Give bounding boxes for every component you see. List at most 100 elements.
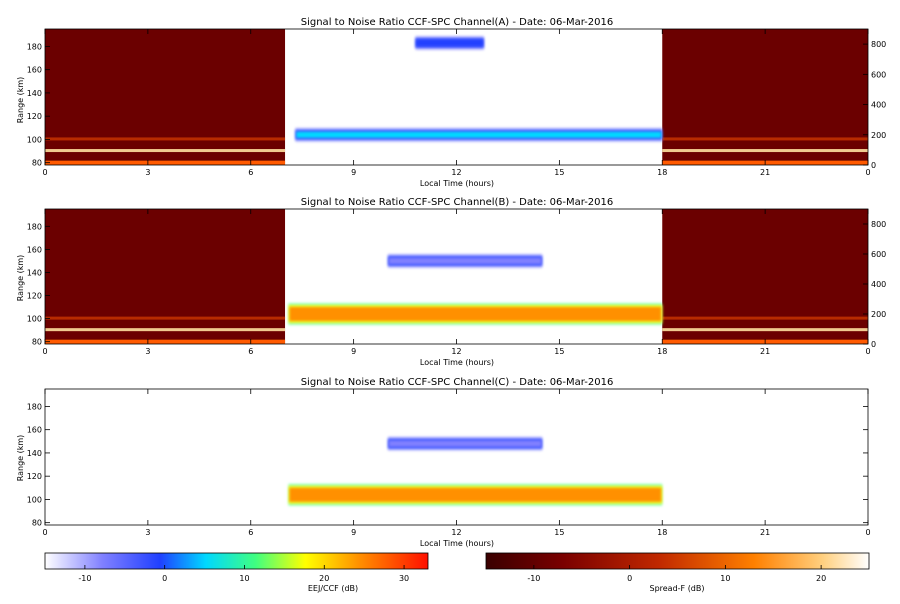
- colorbar-tick-label: -10: [527, 574, 540, 583]
- x-tick-label: 9: [351, 168, 356, 177]
- panel-a-title: Signal to Noise Ratio CCF-SPC Channel(A)…: [301, 17, 613, 28]
- y-tick-label: 180: [27, 222, 42, 231]
- spreadf-band: [45, 137, 286, 141]
- colorbar-tick-label: 20: [816, 574, 826, 583]
- panel-a-x-label: Local Time (hours): [420, 179, 494, 188]
- x-tick-label: 0: [42, 347, 47, 356]
- x-tick-label: 3: [145, 528, 150, 537]
- spreadf-band: [45, 328, 286, 332]
- colorbar-tick-label: 10: [239, 574, 249, 583]
- colorbar-tick-label: 20: [319, 574, 329, 583]
- echo-layer-core: [296, 131, 662, 138]
- y-tick-label: 140: [27, 89, 42, 98]
- panel-b-x-label: Local Time (hours): [420, 358, 494, 367]
- right-tick-label: 400: [871, 280, 886, 289]
- y-tick-label: 120: [27, 112, 42, 121]
- y-tick-label: 100: [27, 315, 42, 324]
- echo-layer-core: [388, 257, 542, 264]
- right-tick-label: 800: [871, 40, 886, 49]
- right-tick-label: 200: [871, 131, 886, 140]
- y-tick-label: 100: [27, 135, 42, 144]
- night-block: [45, 29, 286, 165]
- x-tick-label: 0: [42, 528, 47, 537]
- panel-channel-a: Signal to Noise Ratio CCF-SPC Channel(A)…: [16, 17, 886, 188]
- y-tick-label: 160: [27, 426, 42, 435]
- night-block: [662, 209, 868, 344]
- colorbar-spreadf-label: Spread-F (dB): [649, 584, 704, 593]
- x-tick-label: 12: [451, 347, 461, 356]
- spreadf-band: [662, 316, 868, 320]
- y-tick-label: 180: [27, 42, 42, 51]
- y-tick-label: 80: [32, 519, 42, 528]
- right-tick-label: 400: [871, 101, 886, 110]
- y-tick-label: 180: [27, 402, 42, 411]
- spreadf-band: [45, 149, 286, 153]
- y-tick-label: 140: [27, 449, 42, 458]
- x-tick-label: 6: [248, 347, 253, 356]
- right-tick-label: 600: [871, 250, 886, 259]
- x-tick-label: 6: [248, 528, 253, 537]
- colorbar-tick-label: 0: [162, 574, 167, 583]
- spreadf-band: [662, 149, 868, 153]
- spreadf-band: [45, 316, 286, 320]
- echo-layer-core: [416, 39, 483, 46]
- colorbar-tick-label: -10: [78, 574, 91, 583]
- panel-c-y-label: Range (km): [16, 435, 25, 482]
- colorbar-tick-label: 30: [399, 574, 409, 583]
- x-tick-label: 21: [760, 347, 770, 356]
- echo-layer-core: [289, 307, 662, 321]
- panel-channel-b: Signal to Noise Ratio CCF-SPC Channel(B)…: [16, 197, 886, 367]
- spreadf-band: [662, 137, 868, 141]
- colorbar-tick-label: 0: [627, 574, 632, 583]
- colorbar-eej-gradient: [44, 552, 429, 570]
- x-tick-label: 18: [657, 528, 667, 537]
- spreadf-band: [45, 340, 286, 344]
- panel-b-y-label: Range (km): [16, 255, 25, 302]
- x-tick-label: 0: [865, 528, 870, 537]
- colorbar-eej-ccf: -10 0 10 20 30 EEJ/CCF (dB): [44, 552, 429, 593]
- x-tick-label: 21: [760, 528, 770, 537]
- y-tick-label: 80: [32, 338, 42, 347]
- x-tick-label: 9: [351, 528, 356, 537]
- colorbar-eej-label: EEJ/CCF (dB): [308, 584, 358, 593]
- panel-a-y-label: Range (km): [16, 77, 25, 124]
- y-tick-label: 140: [27, 268, 42, 277]
- x-tick-label: 6: [248, 168, 253, 177]
- x-tick-label: 0: [865, 347, 870, 356]
- panel-a-plot: 0 3 6 9 12 15 18 21 0801001201401601800200400600…: [27, 28, 886, 177]
- right-tick-label: 600: [871, 70, 886, 79]
- y-tick-label: 120: [27, 472, 42, 481]
- x-tick-label: 21: [760, 168, 770, 177]
- x-tick-label: 0: [865, 168, 870, 177]
- panel-b-title: Signal to Noise Ratio CCF-SPC Channel(B)…: [301, 197, 614, 208]
- spreadf-band: [45, 161, 286, 165]
- right-tick-label: 0: [871, 161, 876, 170]
- x-tick-label: 15: [554, 528, 564, 537]
- y-tick-label: 160: [27, 66, 42, 75]
- y-tick-label: 80: [32, 159, 42, 168]
- x-tick-label: 0: [42, 168, 47, 177]
- night-block: [662, 29, 868, 165]
- x-tick-label: 9: [351, 347, 356, 356]
- colorbar-spread-f: -10 0 10 20 Spread-F (dB): [485, 552, 870, 593]
- colorbar-spreadf-gradient: [485, 552, 870, 570]
- panel-c-x-label: Local Time (hours): [420, 539, 494, 548]
- spreadf-band: [662, 328, 868, 332]
- y-tick-label: 100: [27, 495, 42, 504]
- panel-channel-c: Signal to Noise Ratio CCF-SPC Channel(C)…: [16, 377, 871, 548]
- echo-layer-core: [289, 487, 662, 502]
- x-tick-label: 3: [145, 347, 150, 356]
- echo-layer-core: [388, 440, 542, 447]
- colorbar-tick-label: 10: [720, 574, 730, 583]
- x-tick-label: 3: [145, 168, 150, 177]
- x-tick-label: 18: [657, 168, 667, 177]
- x-tick-label: 12: [451, 168, 461, 177]
- right-tick-label: 0: [871, 340, 876, 349]
- x-tick-label: 15: [554, 168, 564, 177]
- y-tick-label: 120: [27, 292, 42, 301]
- right-tick-label: 800: [871, 220, 886, 229]
- x-tick-label: 12: [451, 528, 461, 537]
